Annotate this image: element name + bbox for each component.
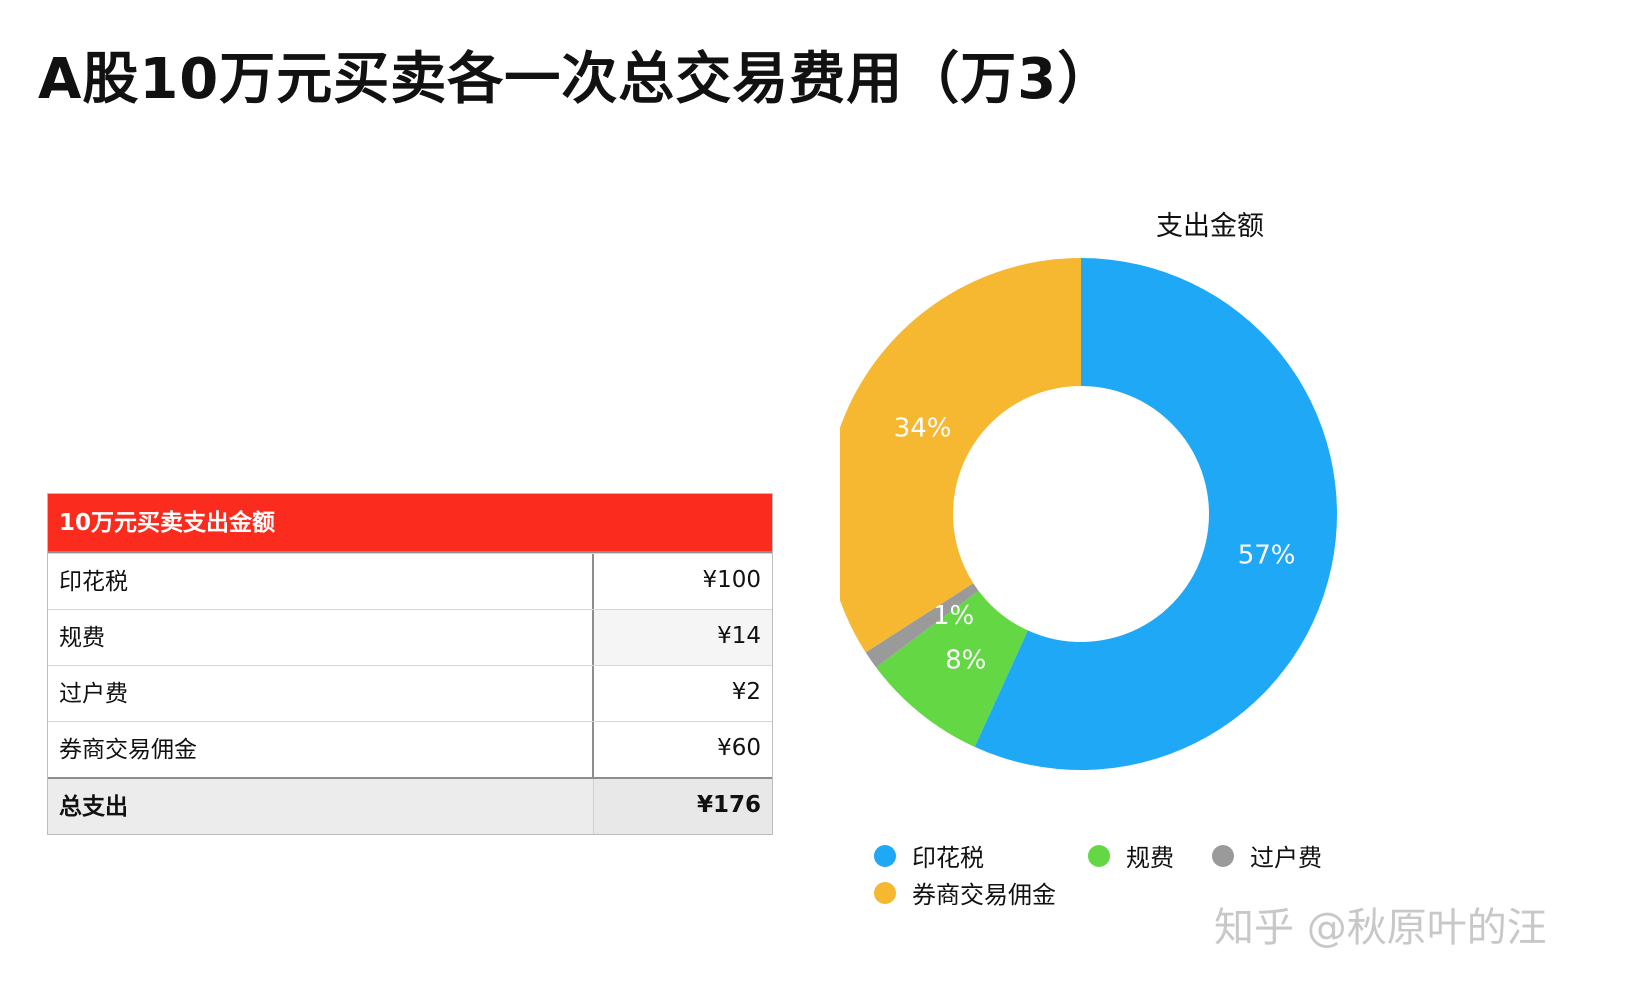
- legend-item: 规费: [1088, 838, 1174, 873]
- watermark: 知乎 @秋原叶的汪: [1214, 905, 1547, 951]
- legend-item: 印花税: [874, 838, 984, 873]
- slice-percent-label: 57%: [1238, 540, 1296, 570]
- legend-label: 券商交易佣金: [912, 881, 1056, 909]
- row-label: 规费: [48, 610, 594, 665]
- donut-slice: [974, 258, 1337, 771]
- legend-item: 券商交易佣金: [874, 875, 1056, 910]
- table-row: 印花税 ¥100: [48, 553, 772, 609]
- slice-percent-label: 8%: [945, 646, 986, 676]
- table-total-row: 总支出 ¥176: [48, 777, 772, 834]
- legend-label: 过户费: [1250, 844, 1322, 872]
- donut-chart-svg: 57% 8% 1% 34%: [840, 258, 1337, 771]
- slice-percent-label: 34%: [894, 414, 952, 444]
- row-label: 券商交易佣金: [48, 722, 594, 777]
- legend-swatch: [874, 844, 896, 867]
- total-value: ¥176: [594, 779, 772, 834]
- donut-chart: 支出金额 57% 8% 1% 34%: [840, 190, 1620, 950]
- total-label: 总支出: [48, 779, 594, 834]
- slice-percent-label: 1%: [933, 601, 974, 631]
- table-row: 规费 ¥14: [48, 609, 772, 665]
- legend-swatch: [1088, 844, 1110, 867]
- chart-title: 支出金额: [1156, 211, 1264, 242]
- donut-slice: [865, 583, 979, 668]
- row-value: ¥100: [702, 567, 761, 593]
- row-label: 印花税: [48, 554, 594, 609]
- legend-item: 过户费: [1212, 838, 1322, 873]
- table-row: 过户费 ¥2: [48, 665, 772, 721]
- expense-table: 10万元买卖支出金额 印花税 ¥100 规费 ¥14 过户费 ¥2 券商交易佣金…: [47, 493, 773, 835]
- row-value: ¥14: [594, 610, 772, 665]
- legend-swatch: [874, 881, 896, 904]
- legend-label: 印花税: [912, 844, 984, 872]
- donut-slice: [840, 258, 1081, 653]
- row-label: 过户费: [48, 666, 594, 721]
- legend-swatch: [1212, 844, 1234, 867]
- row-value: ¥2: [731, 679, 761, 705]
- table-header: 10万元买卖支出金额: [48, 494, 772, 553]
- legend-label: 规费: [1126, 844, 1174, 872]
- page-title: A股10万元买卖各一次总交易费用（万3）: [38, 47, 1115, 112]
- table-row: 券商交易佣金 ¥60: [48, 721, 772, 777]
- donut-slice: [876, 590, 1028, 747]
- row-value: ¥60: [717, 735, 761, 761]
